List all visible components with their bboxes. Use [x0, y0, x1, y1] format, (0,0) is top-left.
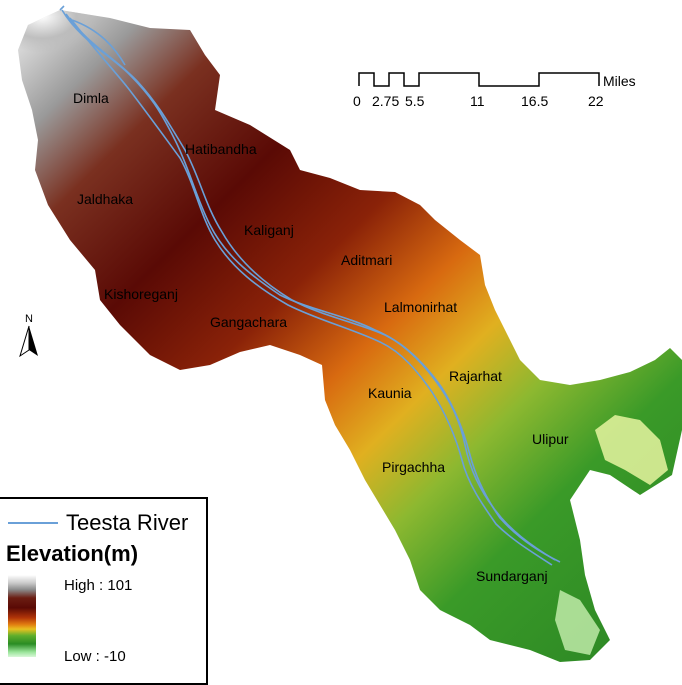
- floodplain-patch-south: [555, 590, 600, 655]
- label-gangachara: Gangachara: [210, 314, 287, 330]
- legend-elevation-title: Elevation(m): [6, 541, 139, 566]
- scale-tick-label: 2.75: [372, 93, 399, 109]
- scale-tick-label: 11: [470, 93, 485, 109]
- north-arrow-icon: N: [19, 313, 38, 358]
- label-pirgachha: Pirgachha: [382, 459, 445, 475]
- north-label: N: [25, 313, 33, 325]
- label-hatibandha: Hatibandha: [185, 141, 257, 157]
- highland-overlay: [18, 10, 220, 140]
- scale-tick-label: 22: [588, 93, 604, 109]
- label-rajarhat: Rajarhat: [449, 368, 502, 384]
- map-legend: Teesta River Elevation(m) High : 101 Low…: [0, 497, 208, 685]
- legend-high-label: High : 101: [64, 577, 133, 594]
- elevation-color-ramp: [8, 575, 36, 657]
- floodplain-patch: [595, 415, 668, 485]
- label-dimla: Dimla: [73, 90, 109, 106]
- label-aditmari: Aditmari: [341, 252, 392, 268]
- teesta-river: [59, 5, 561, 566]
- label-ulipur: Ulipur: [532, 431, 569, 447]
- scale-unit: Miles: [603, 73, 636, 89]
- elevation-region: [18, 10, 682, 662]
- label-lalmonirhat: Lalmonirhat: [384, 299, 457, 315]
- legend-river-label: Teesta River: [66, 510, 189, 535]
- scale-bar: 0 2.75 5.5 11 16.5 22 Miles: [353, 72, 636, 109]
- label-sundarganj: Sundarganj: [476, 568, 548, 584]
- place-labels: Dimla Hatibandha Jaldhaka Kaliganj Aditm…: [73, 90, 569, 584]
- legend-river-row: Teesta River: [8, 510, 189, 535]
- scale-tick-label: 0: [353, 93, 361, 109]
- label-kaliganj: Kaliganj: [244, 222, 294, 238]
- scale-tick-label: 16.5: [521, 93, 548, 109]
- label-kaunia: Kaunia: [368, 385, 412, 401]
- legend-low-label: Low : -10: [64, 648, 126, 665]
- scale-tick-label: 5.5: [405, 93, 425, 109]
- river-line-swatch: [8, 522, 58, 524]
- label-jaldhaka: Jaldhaka: [77, 191, 133, 207]
- label-kishoreganj: Kishoreganj: [104, 286, 178, 302]
- scale-bar-line: [358, 72, 600, 87]
